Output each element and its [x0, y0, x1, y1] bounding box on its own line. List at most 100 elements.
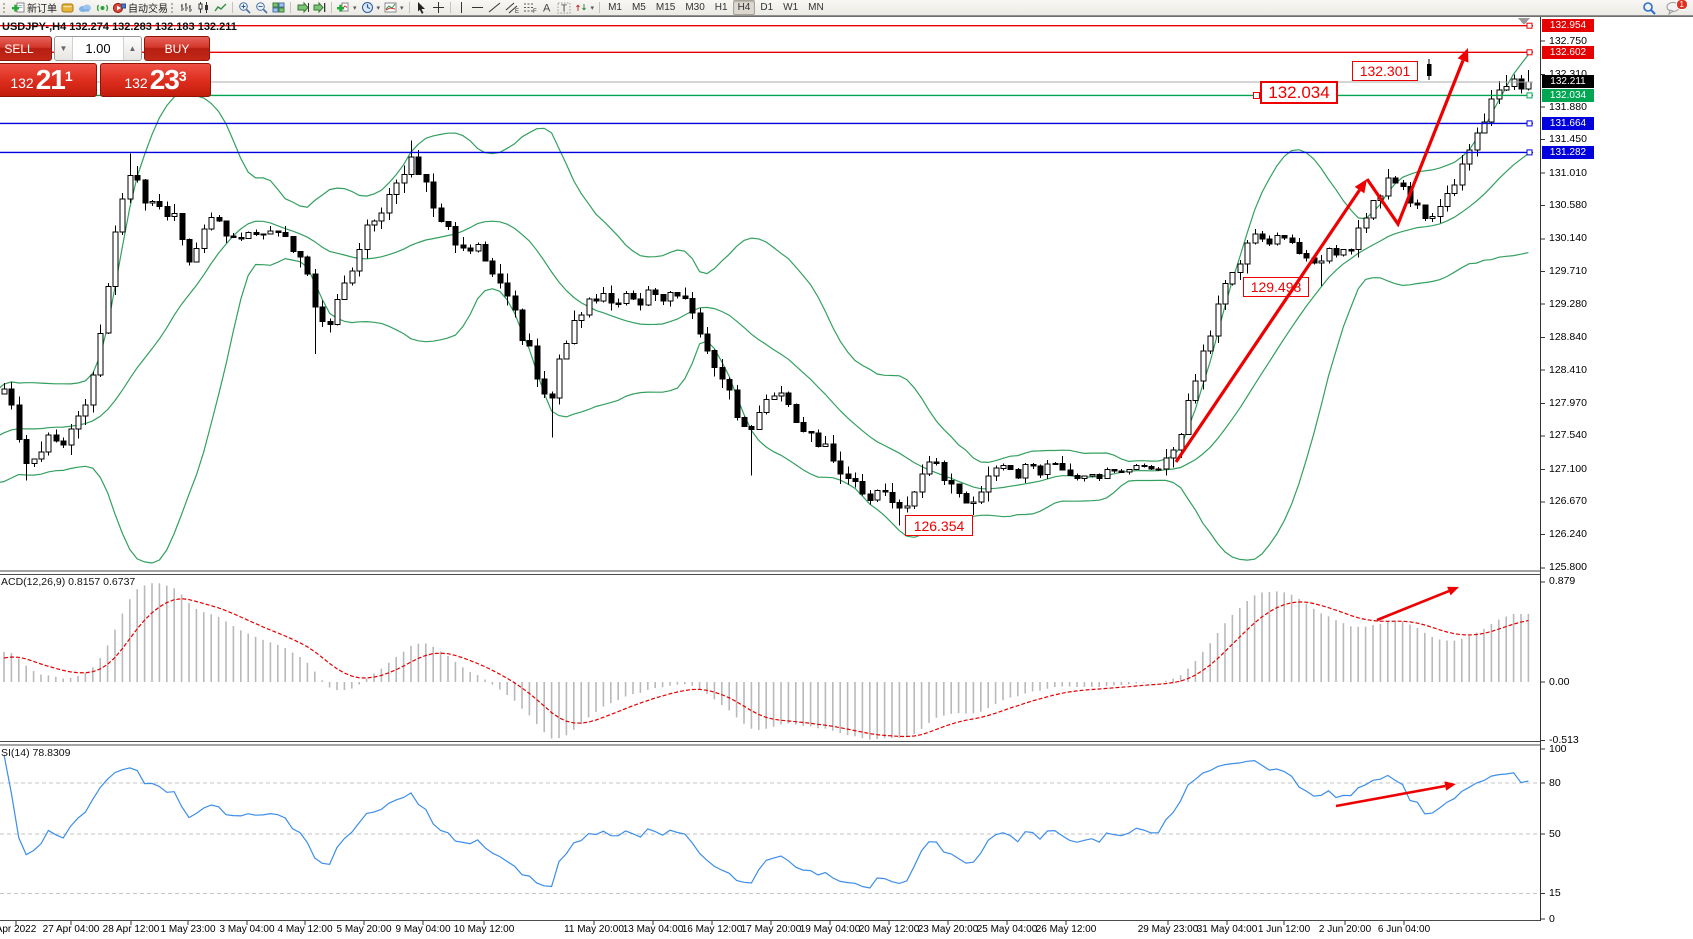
time-axis-label[interactable]: 31 May 04:00	[1196, 924, 1258, 935]
fibonacci-button[interactable]: F	[521, 1, 539, 15]
rsi-axis-tick[interactable]: 80	[1549, 776, 1561, 789]
timeframe-button-m5[interactable]: M5	[631, 2, 646, 13]
time-axis-label[interactable]: 28 Apr 12:00	[102, 924, 160, 935]
time-axis-label[interactable]: 2 Jun 20:00	[1318, 924, 1372, 935]
price-axis-tick[interactable]: 128.840	[1549, 330, 1587, 343]
volume-up-button[interactable]: ▲	[123, 37, 141, 60]
price-axis-tick[interactable]: 126.240	[1549, 528, 1587, 540]
timeframe-button-mn[interactable]: MN	[808, 2, 824, 13]
volume-input[interactable]: 1.00	[85, 41, 111, 56]
timeframe-button-h4[interactable]: H4	[732, 0, 756, 15]
price-axis-badge[interactable]: 132.954	[1542, 19, 1594, 33]
price-annotation-label[interactable]: 126.354	[905, 515, 973, 536]
sell-button[interactable]: SELL	[0, 36, 52, 61]
candlestick-button[interactable]	[195, 1, 212, 15]
price-axis-tick[interactable]: 131.880	[1549, 100, 1587, 113]
price-axis-tick[interactable]: 132.750	[1549, 34, 1587, 47]
arrows-button[interactable]: ▾	[573, 1, 597, 15]
volume-down-button[interactable]: ▼	[55, 37, 73, 60]
toolbar-grip[interactable]	[171, 2, 175, 13]
search-button[interactable]	[1640, 1, 1658, 15]
macd-axis-tick[interactable]: 0.00	[1549, 675, 1570, 688]
price-axis-tick[interactable]: 129.280	[1549, 297, 1587, 310]
zoom-in-button[interactable]	[236, 1, 253, 15]
price-axis-tick[interactable]: 129.710	[1549, 265, 1587, 278]
price-axis-badge[interactable]: 131.664	[1542, 116, 1594, 130]
timeframe-button-m15[interactable]: M15	[655, 2, 676, 13]
time-axis-label[interactable]: 20 May 12:00	[858, 924, 920, 935]
templates-button[interactable]: ▾	[382, 1, 406, 15]
toolbar-grip[interactable]	[3, 2, 7, 13]
time-axis-label[interactable]: 29 May 23:00	[1137, 924, 1199, 935]
time-axis-label[interactable]: 10 May 12:00	[453, 924, 515, 935]
crosshair-button[interactable]	[430, 1, 447, 15]
chat-button[interactable]: 1	[1664, 0, 1688, 15]
time-axis-label[interactable]: Apr 2022	[0, 924, 37, 935]
price-axis-tick[interactable]: 127.970	[1549, 396, 1587, 409]
new-order-button[interactable]: 新订单	[10, 1, 59, 15]
price-axis-tick[interactable]: 130.140	[1549, 232, 1587, 245]
time-axis-label[interactable]: 1 May 23:00	[160, 924, 216, 935]
macd-axis-tick[interactable]: -0.513	[1549, 733, 1579, 746]
mql5-cloud-button[interactable]	[76, 1, 94, 15]
vertical-line-button[interactable]	[454, 1, 469, 15]
time-axis-label[interactable]: 19 May 04:00	[799, 924, 861, 935]
price-annotation-label[interactable]: 132.034	[1260, 81, 1338, 104]
rsi-axis-tick[interactable]: 0	[1549, 912, 1555, 925]
buy-button[interactable]: BUY	[144, 36, 210, 61]
cursor-button[interactable]	[413, 1, 430, 15]
timeframe-button-w1[interactable]: W1	[783, 2, 799, 13]
autotrading-button[interactable]: 自动交易	[111, 1, 170, 15]
price-axis-tick[interactable]: 127.540	[1549, 429, 1587, 442]
time-axis-label[interactable]: 13 May 04:00	[622, 924, 684, 935]
price-axis-badge[interactable]: 132.034	[1542, 88, 1594, 102]
time-axis-label[interactable]: 17 May 20:00	[740, 924, 802, 935]
price-annotation-label[interactable]: 129.498	[1243, 277, 1309, 297]
macd-axis-tick[interactable]: 0.879	[1549, 575, 1576, 588]
time-axis-label[interactable]: 4 May 12:00	[277, 924, 333, 935]
periods-button[interactable]: ▾	[359, 1, 383, 15]
chart-shift-button[interactable]	[311, 1, 328, 15]
time-axis-label[interactable]: 25 May 04:00	[976, 924, 1038, 935]
indicators-button[interactable]: ▾	[335, 1, 359, 15]
timeframe-button-m30[interactable]: M30	[685, 2, 705, 13]
price-axis-tick[interactable]: 130.580	[1549, 199, 1587, 212]
price-axis-tick[interactable]: 128.410	[1549, 363, 1587, 376]
time-axis-label[interactable]: 16 May 12:00	[681, 924, 743, 935]
price-axis-badge[interactable]: 131.282	[1542, 145, 1594, 159]
annotation-anchor[interactable]	[1253, 92, 1260, 99]
timeframe-button-d1[interactable]: D1	[760, 2, 774, 13]
time-axis-label[interactable]: 3 May 04:00	[219, 924, 275, 935]
bar-chart-button[interactable]	[178, 1, 195, 15]
rsi-axis-tick[interactable]: 50	[1549, 827, 1561, 840]
price-axis-badge[interactable]: 132.602	[1542, 45, 1594, 59]
price-axis-tick[interactable]: 127.100	[1549, 462, 1587, 475]
text-button[interactable]: A	[539, 1, 555, 15]
price-axis-tick[interactable]: 125.800	[1549, 561, 1587, 574]
zoom-out-button[interactable]	[253, 1, 270, 15]
sell-price-box[interactable]: 132 21 1	[0, 63, 97, 97]
text-label-button[interactable]: T	[555, 1, 573, 15]
rsi-axis-tick[interactable]: 100	[1549, 742, 1567, 755]
signals-button[interactable]	[94, 1, 111, 15]
price-axis-tick[interactable]: 132.310	[1549, 67, 1587, 80]
time-axis-label[interactable]: 1 Jun 12:00	[1257, 924, 1311, 935]
price-axis-tick[interactable]: 131.010	[1549, 166, 1587, 179]
trendline-button[interactable]	[486, 1, 503, 15]
time-axis-label[interactable]: 26 May 12:00	[1035, 924, 1097, 935]
time-axis-label[interactable]: 6 Jun 04:00	[1377, 924, 1431, 935]
timeframe-button-m1[interactable]: M1	[608, 2, 622, 13]
tile-windows-button[interactable]	[270, 1, 287, 15]
price-axis-badge[interactable]: 132.211	[1542, 75, 1594, 89]
buy-price-box[interactable]: 132 23 3	[100, 63, 211, 97]
time-axis-label[interactable]: 23 May 20:00	[917, 924, 979, 935]
price-axis-tick[interactable]: 126.670	[1549, 495, 1587, 508]
equidistant-channel-button[interactable]: E	[503, 1, 521, 15]
trend-arrows[interactable]	[1174, 48, 1469, 808]
auto-scroll-button[interactable]	[294, 1, 311, 15]
price-annotation-label[interactable]: 132.301	[1352, 61, 1418, 81]
time-axis-label[interactable]: 27 Apr 04:00	[42, 924, 100, 935]
metaeditor-button[interactable]	[59, 1, 76, 15]
price-level-lines[interactable]	[0, 22, 1533, 156]
